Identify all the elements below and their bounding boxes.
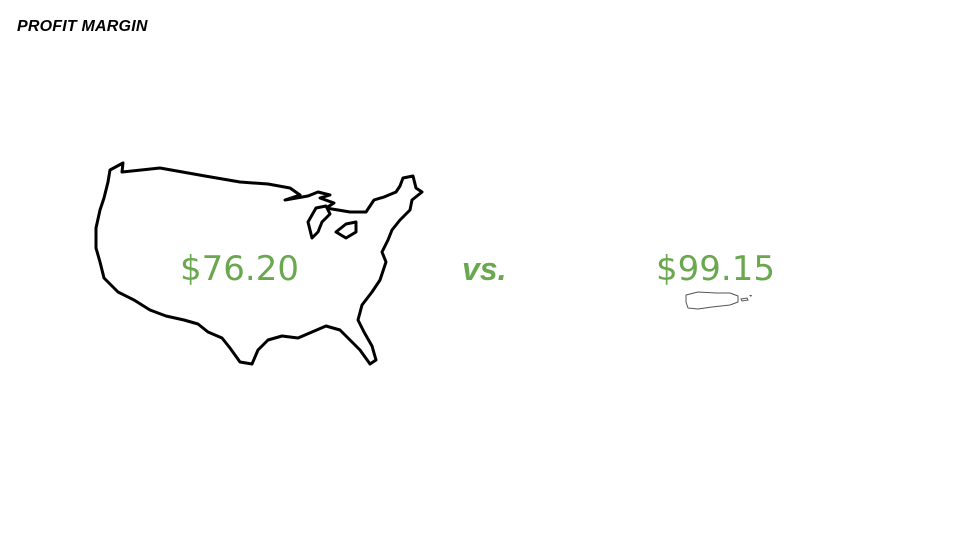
- puerto-rico-map-icon: [685, 291, 752, 310]
- versus-label: vs.: [462, 251, 507, 287]
- slide-title: PROFIT MARGIN: [17, 18, 148, 35]
- right-profit-value: $99.15: [656, 249, 775, 289]
- united-states-map-icon: [94, 161, 424, 366]
- left-profit-value: $76.20: [180, 249, 299, 289]
